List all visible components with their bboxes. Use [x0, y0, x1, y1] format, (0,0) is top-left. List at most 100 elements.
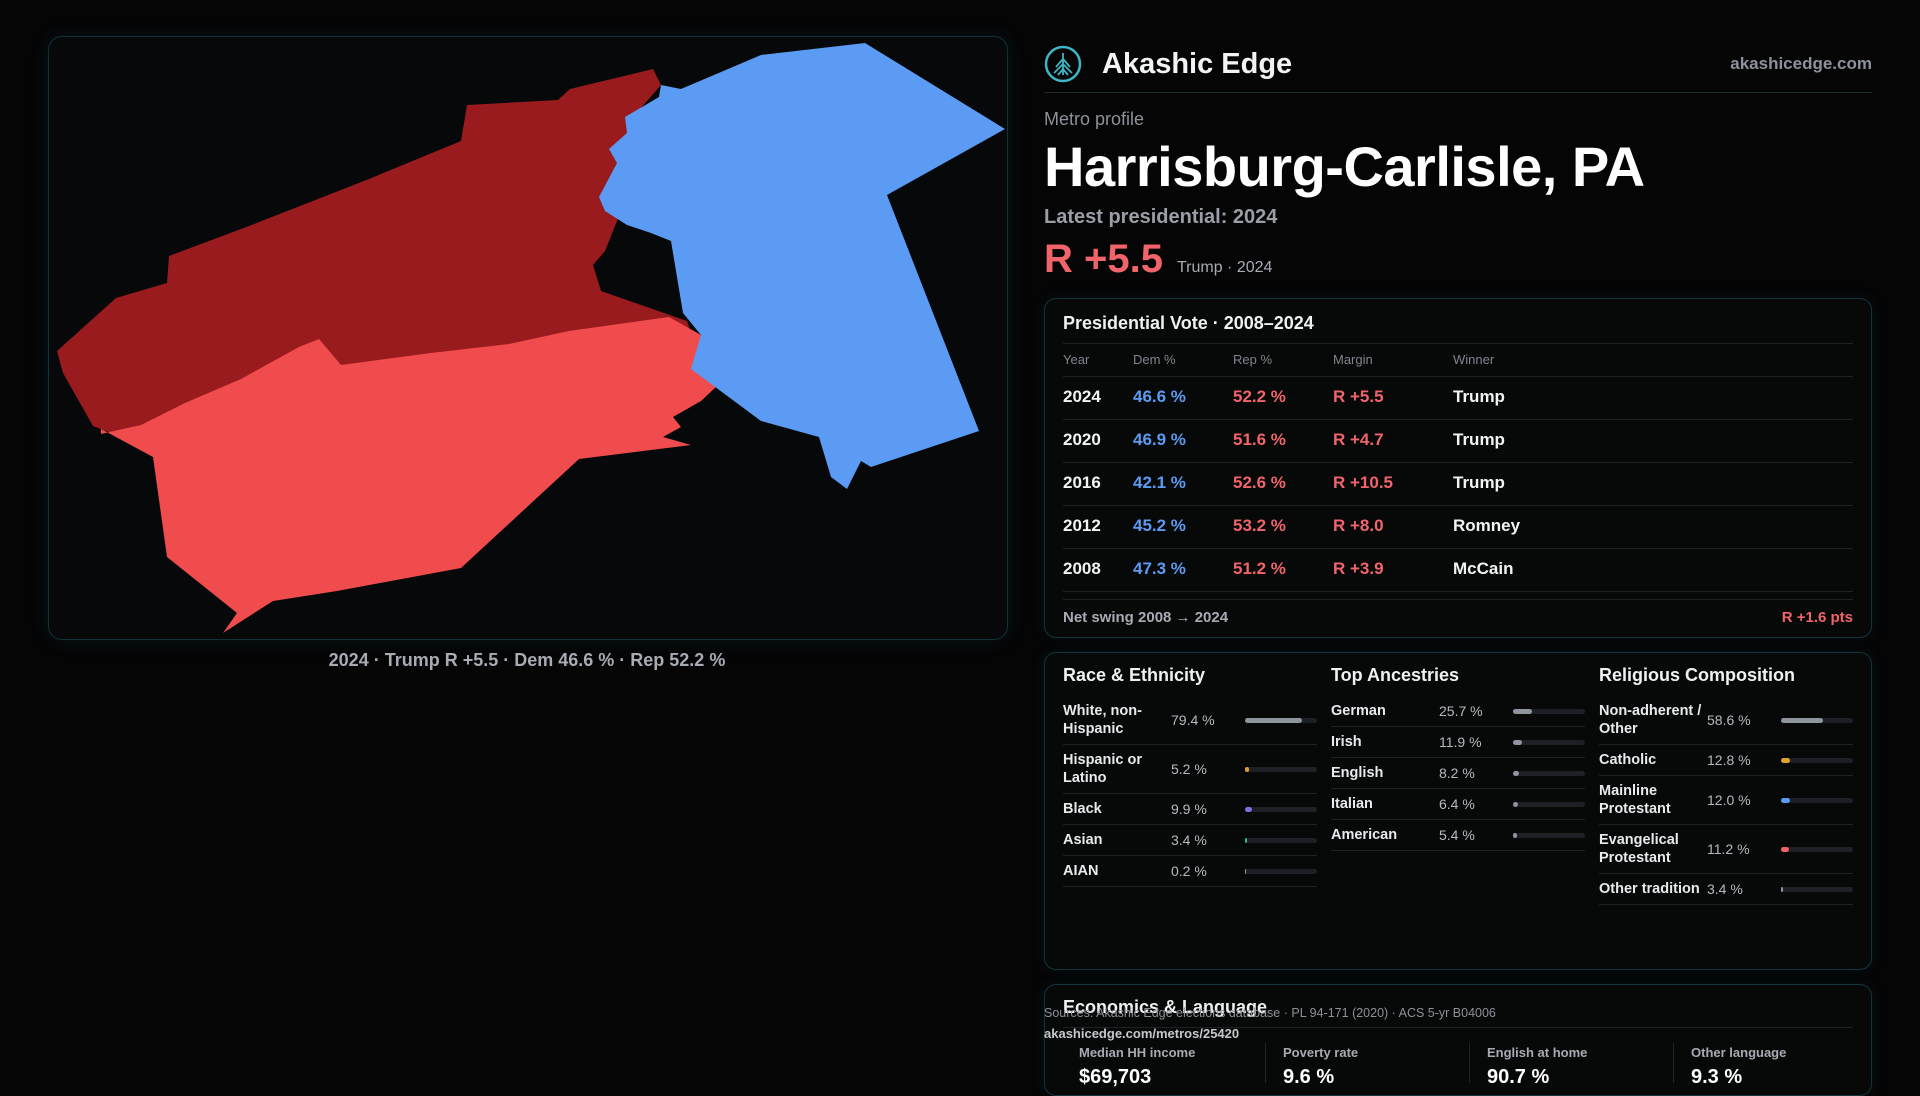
item-value: 11.2 % [1707, 841, 1750, 857]
item-label: Evangelical Protestant [1599, 832, 1679, 866]
table-row[interactable]: 2024 46.6 % 52.2 % R +5.5 Trump [1063, 377, 1853, 420]
brand-url-link[interactable]: akashicedge.com [1730, 54, 1872, 73]
margin-cell: R +3.9 [1333, 559, 1384, 578]
headline-margin: R +5.5 Trump · 2024 [1044, 237, 1872, 282]
column-header: Dem % [1133, 352, 1176, 367]
county-map-blue[interactable] [599, 43, 1005, 489]
county-map-light-red[interactable] [101, 317, 733, 633]
stat-label: Other language [1691, 1045, 1787, 1060]
rep-cell: 52.2 % [1233, 387, 1286, 406]
stat-label: Median HH income [1079, 1045, 1196, 1060]
religion-list: Non-adherent / Other 58.6 % Catholic 12.8 %… [1599, 696, 1853, 905]
brand-bar: Akashic Edge akashicedge.com [1044, 36, 1872, 93]
list-item[interactable]: Irish 11.9 % [1331, 727, 1585, 758]
share-bar-fill [1245, 837, 1248, 843]
table-row[interactable]: 2020 46.9 % 51.6 % R +4.7 Trump [1063, 420, 1853, 463]
stat-english-at-home: English at home 90.7 % [1487, 1045, 1687, 1089]
stat-value: 9.3 % [1691, 1066, 1743, 1088]
share-bar [1245, 766, 1317, 772]
economics-title: Economics & Language [1063, 997, 1268, 1017]
column-header: Margin [1333, 352, 1373, 367]
divider [1469, 1043, 1470, 1083]
item-label: Black [1063, 801, 1102, 817]
item-label: English [1331, 765, 1384, 781]
stat-value: 90.7 % [1487, 1066, 1550, 1088]
dem-cell: 47.3 % [1133, 559, 1186, 578]
table-row[interactable]: 2012 45.2 % 53.2 % R +8.0 Romney [1063, 506, 1853, 549]
item-label: White, non-Hispanic [1063, 703, 1142, 737]
share-bar [1245, 837, 1317, 843]
item-label: Italian [1331, 796, 1373, 812]
list-item[interactable]: American 5.4 % [1331, 820, 1585, 851]
stat-median-income: Median HH income $69,703 [1079, 1045, 1279, 1089]
brand-name[interactable]: Akashic Edge [1102, 47, 1293, 80]
list-item[interactable]: Hispanic or Latino 5.2 % [1063, 745, 1317, 794]
list-item[interactable]: Non-adherent / Other 58.6 % [1599, 696, 1853, 745]
item-value: 25.7 % [1439, 703, 1483, 719]
item-value: 8.2 % [1439, 765, 1475, 781]
stat-label: English at home [1487, 1045, 1588, 1060]
metro-map[interactable] [48, 36, 1008, 640]
stat-poverty-rate: Poverty rate 9.6 % [1283, 1045, 1483, 1089]
list-item[interactable]: Black 9.9 % [1063, 794, 1317, 825]
item-label: Mainline Protestant [1599, 783, 1671, 817]
item-label: American [1331, 827, 1398, 843]
vote-table: Year Dem % Rep % Margin Winner 2024 46.6… [1063, 343, 1853, 592]
list-item[interactable]: Mainline Protestant 12.0 % [1599, 776, 1853, 825]
item-value: 5.4 % [1439, 827, 1475, 843]
stat-value: 9.6 % [1283, 1066, 1335, 1088]
profile-header: Akashic Edge akashicedge.com Metro profi… [1044, 36, 1872, 282]
list-item[interactable]: Asian 3.4 % [1063, 825, 1317, 856]
year-cell: 2020 [1063, 430, 1101, 449]
item-value: 5.2 % [1171, 761, 1207, 777]
tree-logo-icon[interactable] [1044, 45, 1082, 83]
share-bar-fill [1513, 708, 1532, 714]
item-value: 0.2 % [1171, 863, 1207, 879]
year-cell: 2024 [1063, 387, 1101, 406]
share-bar [1781, 757, 1853, 763]
item-value: 12.0 % [1707, 792, 1751, 808]
page-eyebrow: Metro profile [1044, 109, 1145, 129]
share-bar [1245, 806, 1317, 812]
table-row[interactable]: 2016 42.1 % 52.6 % R +10.5 Trump [1063, 463, 1853, 506]
page-title: Harrisburg-Carlisle, PA [1044, 135, 1645, 198]
list-item[interactable]: German 25.7 % [1331, 696, 1585, 727]
list-item[interactable]: Catholic 12.8 % [1599, 745, 1853, 776]
source-url-link[interactable]: akashicedge.com/metros/25420 [1044, 1026, 1240, 1041]
share-bar [1513, 739, 1585, 745]
item-value: 11.9 % [1439, 734, 1482, 750]
list-item[interactable]: Other tradition 3.4 % [1599, 874, 1853, 905]
share-bar [1245, 868, 1317, 874]
stat-value: $69,703 [1079, 1066, 1152, 1088]
margin-cell: R +8.0 [1333, 516, 1384, 535]
item-label: German [1331, 703, 1386, 719]
item-value: 9.9 % [1171, 801, 1207, 817]
share-bar [1781, 717, 1853, 723]
list-item[interactable]: Italian 6.4 % [1331, 789, 1585, 820]
rep-cell: 51.2 % [1233, 559, 1286, 578]
table-header-row: Year Dem % Rep % Margin Winner [1063, 344, 1853, 377]
net-swing-label: Net swing 2008 → 2024 [1063, 609, 1229, 626]
margin-value: R +5.5 [1044, 237, 1163, 281]
list-item[interactable]: AIAN 0.2 % [1063, 856, 1317, 887]
item-value: 58.6 % [1707, 712, 1751, 728]
rep-cell: 52.6 % [1233, 473, 1286, 492]
item-label: AIAN [1063, 863, 1099, 879]
list-item[interactable]: White, non-Hispanic 79.4 % [1063, 696, 1317, 745]
share-bar [1245, 717, 1317, 723]
latest-election-label: Latest presidential: 2024 [1044, 206, 1278, 228]
share-bar-fill [1781, 797, 1790, 803]
religion-title: Religious Composition [1599, 665, 1795, 685]
list-item[interactable]: Evangelical Protestant 11.2 % [1599, 825, 1853, 874]
margin-cell: R +10.5 [1333, 473, 1394, 492]
share-bar-fill [1781, 886, 1784, 892]
margin-subtitle: Trump · 2024 [1176, 259, 1273, 276]
list-item[interactable]: English 8.2 % [1331, 758, 1585, 789]
race-list: White, non-Hispanic 79.4 % Hispanic or Lat… [1063, 696, 1317, 887]
year-cell: 2012 [1063, 516, 1101, 535]
share-bar-fill [1781, 717, 1824, 723]
ancestry-title: Top Ancestries [1331, 665, 1460, 685]
table-row[interactable]: 2008 47.3 % 51.2 % R +3.9 McCain [1063, 549, 1853, 592]
item-value: 3.4 % [1707, 881, 1743, 897]
ancestry-list: German 25.7 % Irish 11.9 % English 8.2 % Itali… [1331, 696, 1585, 851]
